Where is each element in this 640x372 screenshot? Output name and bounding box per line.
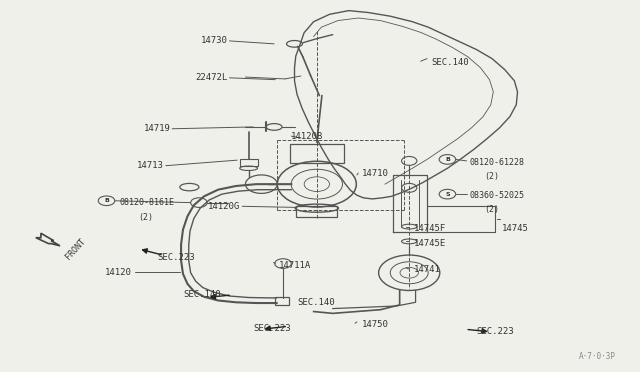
Text: 14120B: 14120B xyxy=(291,132,324,141)
Text: 14719: 14719 xyxy=(143,124,170,133)
Text: SEC.223: SEC.223 xyxy=(253,324,291,333)
Text: 08120-61228: 08120-61228 xyxy=(470,157,525,167)
Text: 08120-8161E: 08120-8161E xyxy=(119,198,174,207)
Text: SEC.223: SEC.223 xyxy=(476,327,514,336)
Text: 14710: 14710 xyxy=(362,169,388,177)
Text: SEC.140: SEC.140 xyxy=(431,58,469,67)
Text: 14711A: 14711A xyxy=(278,261,311,270)
Text: 14120G: 14120G xyxy=(208,202,241,211)
Bar xyxy=(240,159,257,166)
Bar xyxy=(296,206,337,217)
Text: 14745E: 14745E xyxy=(414,239,447,248)
Text: 14741: 14741 xyxy=(414,264,441,273)
Text: 14745: 14745 xyxy=(502,224,529,233)
Text: 08360-52025: 08360-52025 xyxy=(470,191,525,200)
Text: (2): (2) xyxy=(484,172,499,181)
Text: B: B xyxy=(104,198,109,203)
Text: 14730: 14730 xyxy=(201,36,228,45)
Text: 14745F: 14745F xyxy=(414,224,447,233)
Text: 22472L: 22472L xyxy=(195,73,228,81)
Text: 14713: 14713 xyxy=(137,161,164,170)
Text: 14120: 14120 xyxy=(105,268,132,277)
Text: FRONT: FRONT xyxy=(64,237,87,261)
Text: B: B xyxy=(445,157,450,162)
Text: SEC.140: SEC.140 xyxy=(298,298,335,307)
Text: S: S xyxy=(445,192,450,197)
Text: SEC.140: SEC.140 xyxy=(184,291,221,299)
Bar xyxy=(275,297,289,305)
Bar xyxy=(290,144,344,163)
Text: 14750: 14750 xyxy=(362,320,388,329)
Text: SEC.223: SEC.223 xyxy=(157,253,195,263)
Text: A·7·0·3P: A·7·0·3P xyxy=(579,352,616,361)
Text: (2): (2) xyxy=(484,205,499,215)
Text: (2): (2) xyxy=(138,213,154,222)
